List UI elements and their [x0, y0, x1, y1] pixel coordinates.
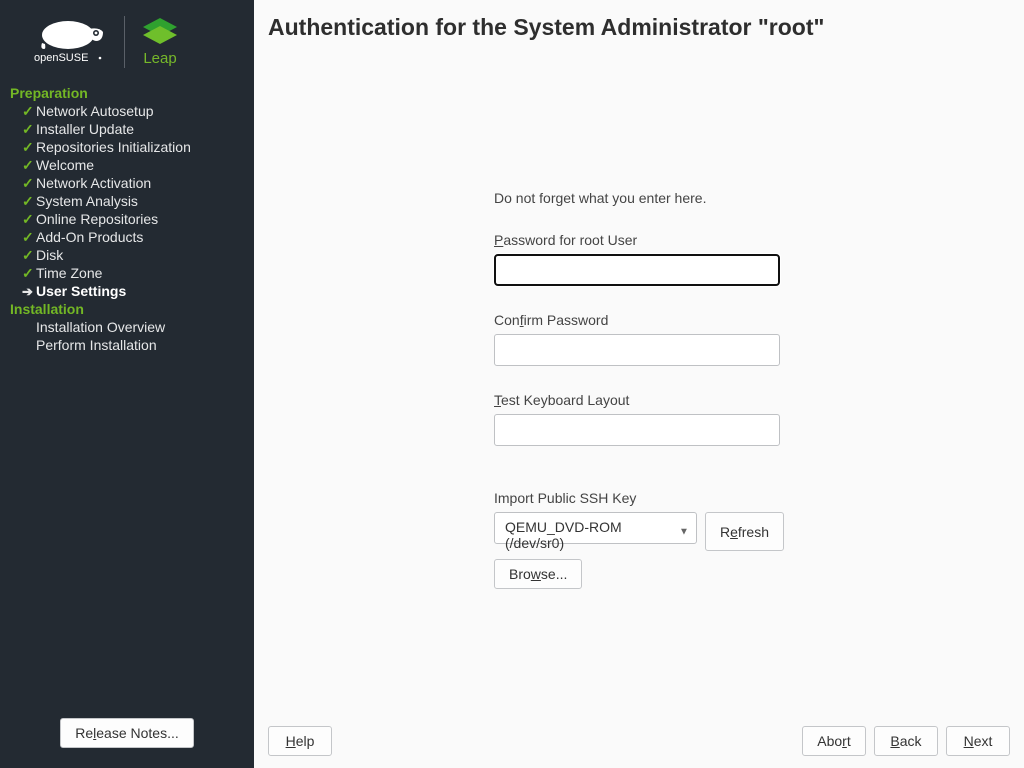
nav-list: Preparation ✓Network Autosetup ✓Installe… [0, 78, 254, 354]
check-icon: ✓ [22, 194, 32, 208]
nav-item-disk[interactable]: ✓Disk [10, 246, 254, 264]
page-title: Authentication for the System Administra… [254, 0, 1024, 41]
password-input[interactable] [494, 254, 780, 286]
ssh-block: Import Public SSH Key QEMU_DVD-ROM (/dev… [494, 490, 784, 589]
check-icon: ✓ [22, 212, 32, 226]
nav-item-user-settings[interactable]: ➔User Settings [10, 282, 254, 300]
logo-area: openSUSE Leap [0, 0, 254, 78]
nav-item-installer-update[interactable]: ✓Installer Update [10, 120, 254, 138]
password-label: Password for root User [494, 232, 784, 248]
check-icon: ✓ [22, 140, 32, 154]
logo-divider [124, 16, 125, 68]
check-icon: ✓ [22, 248, 32, 262]
nav-item-installation-overview[interactable]: Installation Overview [10, 318, 254, 336]
test-keyboard-input[interactable] [494, 414, 780, 446]
ssh-select-wrap: QEMU_DVD-ROM (/dev/sr0) ▼ [494, 512, 697, 551]
check-icon: ✓ [22, 266, 32, 280]
abort-button[interactable]: Abort [802, 726, 866, 756]
ssh-device-select[interactable]: QEMU_DVD-ROM (/dev/sr0) [494, 512, 697, 544]
nav-item-system-analysis[interactable]: ✓System Analysis [10, 192, 254, 210]
ssh-label: Import Public SSH Key [494, 490, 784, 506]
hint-text: Do not forget what you enter here. [494, 190, 784, 206]
sidebar-footer: Release Notes... [0, 718, 254, 748]
test-keyboard-label: Test Keyboard Layout [494, 392, 784, 408]
nav-item-welcome[interactable]: ✓Welcome [10, 156, 254, 174]
opensuse-logo: openSUSE [34, 19, 106, 65]
footer-bar: Help Abort Back Next [268, 726, 1010, 756]
release-notes-button[interactable]: Release Notes... [60, 718, 194, 748]
nav-item-network-autosetup[interactable]: ✓Network Autosetup [10, 102, 254, 120]
help-button[interactable]: Help [268, 726, 332, 756]
nav-item-perform-installation[interactable]: Perform Installation [10, 336, 254, 354]
confirm-password-input[interactable] [494, 334, 780, 366]
nav-section-preparation: Preparation [10, 84, 254, 102]
refresh-button[interactable]: Refresh [705, 512, 784, 551]
form-column: Do not forget what you enter here. Passw… [494, 190, 784, 589]
nav-item-online-repositories[interactable]: ✓Online Repositories [10, 210, 254, 228]
nav-item-repositories-initialization[interactable]: ✓Repositories Initialization [10, 138, 254, 156]
test-keyboard-block: Test Keyboard Layout [494, 392, 784, 446]
sidebar: openSUSE Leap Preparation ✓Network Autos… [0, 0, 254, 768]
password-field-block: Password for root User [494, 232, 784, 286]
check-icon: ✓ [22, 176, 32, 190]
next-button[interactable]: Next [946, 726, 1010, 756]
nav-section-installation: Installation [10, 300, 254, 318]
arrow-icon: ➔ [22, 285, 32, 298]
browse-button[interactable]: Browse... [494, 559, 582, 589]
leap-logo: Leap [143, 18, 177, 67]
confirm-label: Confirm Password [494, 312, 784, 328]
check-icon: ✓ [22, 104, 32, 118]
nav-item-time-zone[interactable]: ✓Time Zone [10, 264, 254, 282]
main-panel: Authentication for the System Administra… [254, 0, 1024, 768]
leap-label: Leap [143, 50, 176, 67]
check-icon: ✓ [22, 122, 32, 136]
check-icon: ✓ [22, 158, 32, 172]
nav-item-add-on-products[interactable]: ✓Add-On Products [10, 228, 254, 246]
nav-item-network-activation[interactable]: ✓Network Activation [10, 174, 254, 192]
back-button[interactable]: Back [874, 726, 938, 756]
confirm-field-block: Confirm Password [494, 312, 784, 366]
opensuse-text: openSUSE [34, 52, 88, 64]
check-icon: ✓ [22, 230, 32, 244]
leap-icon [143, 18, 177, 48]
